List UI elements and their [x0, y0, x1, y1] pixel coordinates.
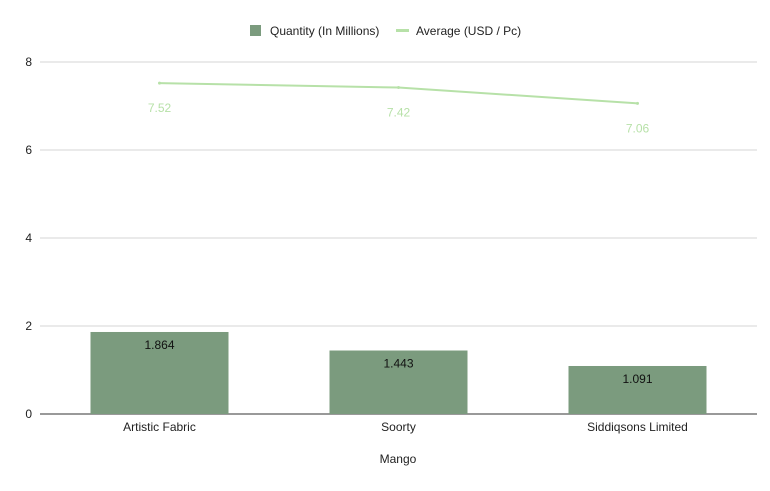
y-tick-label: 2	[25, 319, 32, 333]
legend-swatch-average	[396, 29, 409, 32]
y-tick-label: 0	[25, 407, 32, 421]
legend-label-quantity: Quantity (In Millions)	[270, 24, 379, 38]
line-data-label: 7.52	[148, 101, 172, 115]
y-axis-ticks: 0 2 4 6 8	[25, 55, 32, 421]
line-point	[397, 86, 400, 90]
line-series: 7.52 7.42 7.06	[148, 81, 650, 135]
bar	[90, 331, 229, 414]
y-tick-label: 4	[25, 231, 32, 245]
legend-label-average: Average (USD / Pc)	[416, 24, 521, 38]
line-point	[158, 81, 161, 85]
x-tick-label: Siddiqsons Limited	[587, 420, 688, 434]
bar-series: 1.864 1.443 1.091	[90, 331, 707, 414]
bar	[568, 365, 707, 414]
line-point	[636, 101, 639, 105]
x-axis-ticks: Artistic Fabric Soorty Siddiqsons Limited	[123, 420, 688, 434]
x-tick-label: Artistic Fabric	[123, 420, 196, 434]
bar-data-label: 1.864	[144, 338, 174, 352]
x-tick-label: Soorty	[381, 420, 416, 434]
legend-swatch-quantity	[250, 25, 261, 36]
line-data-label: 7.06	[626, 121, 650, 135]
line-data-label: 7.42	[387, 106, 411, 120]
bar-data-label: 1.091	[622, 372, 652, 386]
bar-data-label: 1.443	[383, 357, 413, 371]
x-axis-title: Mango	[380, 452, 417, 466]
bar	[329, 350, 468, 414]
y-tick-label: 6	[25, 143, 32, 157]
y-tick-label: 8	[25, 55, 32, 69]
legend: Quantity (In Millions) Average (USD / Pc…	[250, 24, 521, 38]
